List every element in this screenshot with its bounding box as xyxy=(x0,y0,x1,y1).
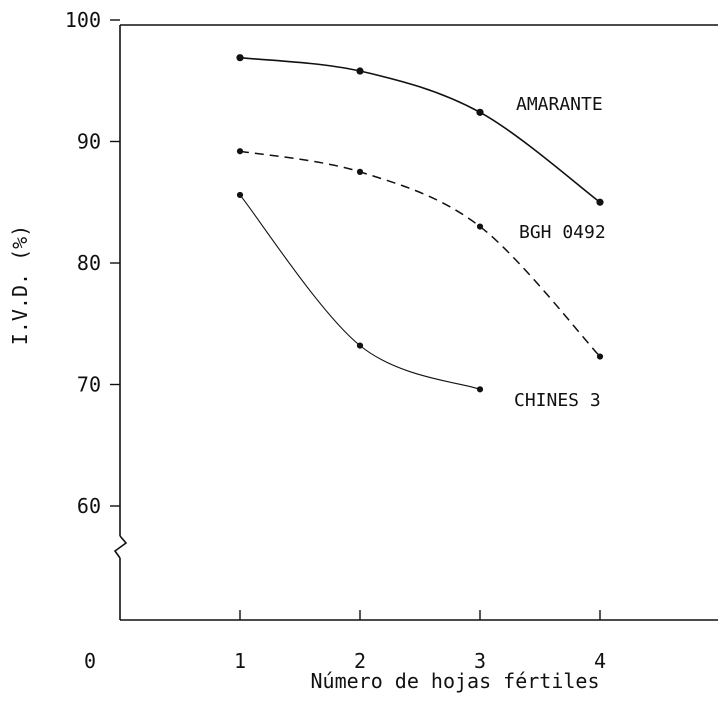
y-tick-label-90: 90 xyxy=(77,130,101,154)
x-tick-label-4: 4 xyxy=(594,649,606,673)
x-axis-ticks: 0 1 2 3 4 xyxy=(84,610,606,673)
plot-frame xyxy=(113,24,718,621)
series-label-amarante: AMARANTE xyxy=(516,94,603,115)
series-label-chines-3: CHINES 3 xyxy=(514,390,601,411)
y-tick-label-60: 60 xyxy=(77,494,101,518)
x-axis-title: Número de hojas fértiles xyxy=(311,669,600,693)
series-labels: AMARANTE BGH 0492 CHINES 3 xyxy=(514,94,606,411)
data-point-bgh-0492-1 xyxy=(236,148,244,155)
y-tick-label-70: 70 xyxy=(77,373,101,397)
y-axis-ticks: 60 70 80 90 100 xyxy=(65,8,120,518)
series-line-chines-3 xyxy=(239,194,481,390)
series-line-amarante xyxy=(239,56,601,203)
data-point-amarante-1 xyxy=(236,54,244,62)
series-layer xyxy=(236,54,604,393)
series-label-bgh-0492: BGH 0492 xyxy=(519,222,606,243)
series-line-bgh-0492 xyxy=(239,150,601,358)
x-tick-label-3: 3 xyxy=(474,649,486,673)
data-point-chines-3-3 xyxy=(476,386,484,393)
data-point-bgh-0492-4 xyxy=(596,353,604,360)
x-tick-label-1: 1 xyxy=(234,649,246,673)
y-tick-label-80: 80 xyxy=(77,251,101,275)
data-point-amarante-4 xyxy=(596,198,604,206)
x-tick-label-0: 0 xyxy=(84,649,96,673)
data-point-bgh-0492-2 xyxy=(356,168,364,175)
x-tick-label-2: 2 xyxy=(354,649,366,673)
y-axis-title: I.V.D. (%) xyxy=(8,225,32,345)
data-point-chines-3-1 xyxy=(236,191,244,199)
data-point-amarante-2 xyxy=(356,67,364,75)
y-axis-break xyxy=(113,535,128,559)
data-point-chines-3-2 xyxy=(356,342,364,349)
y-tick-label-100: 100 xyxy=(65,8,101,32)
data-point-bgh-0492-3 xyxy=(476,223,484,230)
data-point-amarante-3 xyxy=(476,108,484,116)
